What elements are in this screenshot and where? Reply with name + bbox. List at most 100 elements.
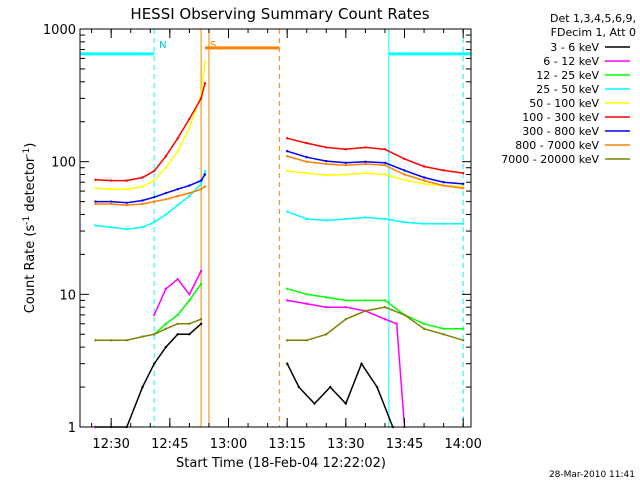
series-point xyxy=(125,188,128,191)
legend-label: 12 - 25 keV xyxy=(536,69,599,82)
series-point xyxy=(188,117,191,121)
x-tick-label: 13:00 xyxy=(210,437,247,452)
plot-frame xyxy=(79,28,472,428)
series-point xyxy=(199,179,203,182)
y-tick-label: 1000 xyxy=(43,23,76,38)
series-point xyxy=(422,322,426,325)
series-point xyxy=(203,185,207,188)
series-point xyxy=(153,221,156,224)
chart-title: HESSI Observing Summary Count Rates xyxy=(130,5,429,23)
series-point xyxy=(422,327,426,330)
y-tick-label: 1 xyxy=(68,421,76,436)
legend-label: 25 - 50 keV xyxy=(536,83,599,96)
series-line xyxy=(287,306,464,342)
series-point xyxy=(188,293,191,296)
series-point xyxy=(442,169,445,172)
series-point xyxy=(344,306,347,309)
series-line xyxy=(95,83,206,182)
series-point xyxy=(125,201,128,204)
series-line xyxy=(287,170,464,188)
series-point xyxy=(164,345,168,349)
series-point xyxy=(110,179,113,182)
series-point xyxy=(403,157,406,161)
legend-label: 800 - 7000 keV xyxy=(515,139,599,152)
series-point xyxy=(164,287,168,290)
series-point xyxy=(305,217,308,221)
series-point xyxy=(203,173,207,176)
series-point xyxy=(94,187,97,190)
series-point xyxy=(305,302,308,305)
series-point xyxy=(305,171,308,175)
series-point xyxy=(164,213,168,216)
y-axis-label-part: Count Rate (s xyxy=(23,225,38,314)
x-tick-label: 12:30 xyxy=(92,437,129,452)
series-line xyxy=(95,61,206,190)
series-point xyxy=(462,187,465,190)
series-point xyxy=(364,146,367,149)
series-point xyxy=(110,339,113,342)
legend-header-line-1: Det 1,3,4,5,6,9, xyxy=(550,12,636,25)
series-point xyxy=(297,385,301,389)
series-point xyxy=(383,173,387,176)
series-point xyxy=(176,194,179,198)
legend-label: 7000 - 20000 keV xyxy=(501,153,599,166)
series-point xyxy=(360,362,363,365)
series-point xyxy=(286,299,289,302)
series-point xyxy=(344,161,347,164)
series-point xyxy=(329,385,332,389)
series-point xyxy=(188,333,191,336)
series-point xyxy=(125,227,128,231)
series-point xyxy=(344,318,347,321)
series-point xyxy=(462,182,465,186)
series-point xyxy=(325,219,328,222)
series-point xyxy=(364,171,367,175)
series-point xyxy=(364,309,367,313)
series-point xyxy=(188,299,191,302)
series-point xyxy=(94,178,97,181)
series-point xyxy=(286,287,289,290)
series-line xyxy=(287,299,406,428)
y-tick-label: 100 xyxy=(51,156,76,171)
legend: Det 1,3,4,5,6,9, FDecim 1, Att 0 3 - 6 k… xyxy=(501,12,636,166)
series-point xyxy=(164,322,168,325)
series-point xyxy=(141,199,144,202)
series-point xyxy=(110,188,113,191)
x-tick-label: 13:30 xyxy=(327,437,364,452)
series-line xyxy=(95,185,206,206)
series-line xyxy=(95,170,206,230)
series-point xyxy=(344,217,347,221)
series-point xyxy=(325,174,328,177)
series-point xyxy=(286,210,289,213)
series-point xyxy=(403,221,406,224)
series-point xyxy=(153,196,156,199)
series-point xyxy=(383,164,387,167)
series-point xyxy=(176,278,179,281)
series-point xyxy=(286,150,289,153)
legend-label: 300 - 800 keV xyxy=(522,125,599,138)
series-point xyxy=(462,222,465,225)
x-axis-label: Start Time (18-Feb-04 12:22:02) xyxy=(176,456,386,471)
x-tick-label: 13:15 xyxy=(268,437,305,452)
series-point xyxy=(305,156,308,159)
series-point xyxy=(383,306,387,309)
series-point xyxy=(199,318,203,321)
y-axis-label-part: detector xyxy=(23,156,38,216)
series-point xyxy=(125,204,128,207)
series-point xyxy=(364,162,367,166)
series-point xyxy=(325,333,328,336)
series-point xyxy=(403,173,406,176)
series-point xyxy=(203,60,207,63)
legend-header-line-2: FDecim 1, Att 0 xyxy=(551,26,636,39)
series-line xyxy=(287,137,464,174)
y-tick-label: 10 xyxy=(59,288,76,303)
series-point xyxy=(141,226,144,229)
series-point xyxy=(286,137,289,140)
legend-label: 50 - 100 keV xyxy=(529,97,599,110)
series-point xyxy=(422,179,426,182)
series-point xyxy=(325,146,328,149)
series-point xyxy=(164,198,168,201)
series-point xyxy=(176,150,179,153)
series-point xyxy=(141,335,144,338)
